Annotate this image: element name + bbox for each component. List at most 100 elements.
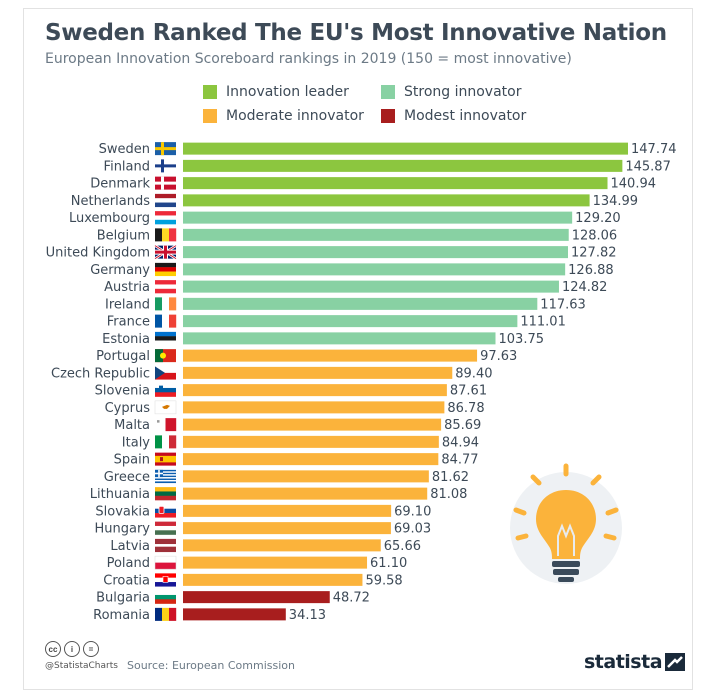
croatia-flag bbox=[155, 573, 176, 587]
category-label-netherlands: Netherlands bbox=[71, 194, 150, 209]
category-label-spain: Spain bbox=[114, 453, 150, 468]
category-label-croatia: Croatia bbox=[103, 573, 150, 588]
value-label-united-kingdom: 127.82 bbox=[571, 246, 617, 261]
legend-label: Innovation leader bbox=[226, 84, 349, 100]
value-label-latvia: 65.66 bbox=[384, 539, 421, 554]
malta-flag bbox=[155, 418, 177, 432]
bar-spain bbox=[183, 453, 439, 466]
germany-flag bbox=[155, 262, 176, 277]
bar-denmark bbox=[183, 177, 608, 190]
bar-sweden bbox=[183, 142, 628, 155]
value-label-romania: 34.13 bbox=[289, 608, 326, 623]
united-kingdom-flag bbox=[154, 244, 177, 260]
greece-flag bbox=[155, 469, 176, 484]
bar-italy bbox=[183, 435, 439, 448]
bar-latvia bbox=[183, 539, 381, 552]
bar-slovakia bbox=[183, 504, 392, 517]
poland-flag bbox=[154, 555, 177, 570]
category-label-slovakia: Slovakia bbox=[95, 504, 150, 519]
category-label-ireland: Ireland bbox=[105, 297, 150, 312]
hungary-flag bbox=[155, 521, 176, 535]
category-label-hungary: Hungary bbox=[94, 522, 150, 537]
legend-label: Moderate innovator bbox=[226, 108, 364, 124]
category-label-latvia: Latvia bbox=[110, 539, 150, 554]
bar-bulgaria bbox=[183, 591, 330, 604]
legend-item-modest-innovator: Modest innovator bbox=[381, 107, 526, 125]
category-label-lithuania: Lithuania bbox=[90, 487, 150, 502]
category-label-germany: Germany bbox=[90, 263, 150, 278]
value-label-croatia: 59.58 bbox=[365, 573, 402, 588]
legend-swatch bbox=[203, 109, 217, 123]
statista-handle: @StatistaCharts bbox=[45, 661, 118, 671]
category-label-belgium: Belgium bbox=[97, 228, 150, 243]
bar-germany bbox=[183, 263, 566, 276]
category-label-estonia: Estonia bbox=[102, 332, 150, 347]
bar-poland bbox=[183, 556, 368, 569]
spain-flag bbox=[155, 452, 176, 466]
category-label-sweden: Sweden bbox=[99, 142, 150, 157]
category-label-portugal: Portugal bbox=[96, 349, 150, 364]
bar-luxembourg bbox=[183, 211, 573, 224]
belgium-flag bbox=[155, 228, 177, 242]
value-label-denmark: 140.94 bbox=[611, 177, 657, 192]
lightbulb-icon bbox=[510, 463, 622, 584]
category-label-finland: Finland bbox=[104, 159, 150, 174]
value-label-lithuania: 81.08 bbox=[430, 487, 467, 502]
nd-icon: = bbox=[83, 641, 99, 657]
category-label-romania: Romania bbox=[93, 608, 150, 623]
cc-icon: cc bbox=[45, 641, 61, 657]
category-label-austria: Austria bbox=[104, 280, 150, 295]
bar-malta bbox=[183, 418, 442, 431]
value-label-belgium: 128.06 bbox=[572, 228, 618, 243]
legend-label: Modest innovator bbox=[404, 108, 527, 124]
bar-netherlands bbox=[183, 194, 590, 207]
category-label-italy: Italy bbox=[122, 435, 151, 450]
value-label-estonia: 103.75 bbox=[499, 332, 545, 347]
france-flag bbox=[155, 314, 177, 328]
category-label-czech-republic: Czech Republic bbox=[51, 366, 150, 381]
category-label-united-kingdom: United Kingdom bbox=[46, 246, 150, 261]
slovakia-flag bbox=[155, 504, 176, 518]
value-label-germany: 126.88 bbox=[568, 263, 614, 278]
ireland-flag bbox=[155, 297, 177, 311]
bulb-base-2 bbox=[553, 569, 579, 575]
chart-subtitle: European Innovation Scoreboard rankings … bbox=[45, 51, 572, 67]
austria-flag bbox=[155, 280, 176, 294]
bulb-filament bbox=[557, 523, 575, 556]
value-label-netherlands: 134.99 bbox=[593, 194, 639, 209]
value-label-italy: 84.94 bbox=[442, 435, 479, 450]
denmark-flag bbox=[155, 176, 176, 190]
sweden-flag bbox=[155, 142, 176, 156]
category-label-bulgaria: Bulgaria bbox=[96, 591, 150, 606]
value-label-luxembourg: 129.20 bbox=[575, 211, 621, 226]
bar-slovenia bbox=[183, 384, 447, 397]
value-label-cyprus: 86.78 bbox=[447, 401, 484, 416]
value-label-slovakia: 69.10 bbox=[394, 504, 431, 519]
bar-ireland bbox=[183, 297, 538, 310]
value-label-slovenia: 87.61 bbox=[450, 384, 487, 399]
luxembourg-flag bbox=[155, 211, 176, 225]
legend-swatch bbox=[203, 85, 217, 99]
bar-greece bbox=[183, 470, 429, 483]
bar-cyprus bbox=[183, 401, 445, 414]
category-label-poland: Poland bbox=[107, 556, 150, 571]
value-label-czech-republic: 89.40 bbox=[455, 366, 492, 381]
statista-logo[interactable]: statista bbox=[584, 651, 686, 673]
value-label-bulgaria: 48.72 bbox=[333, 591, 370, 606]
chart-title: Sweden Ranked The EU's Most Innovative N… bbox=[45, 20, 667, 46]
romania-flag bbox=[155, 607, 177, 621]
bar-estonia bbox=[183, 332, 496, 345]
bar-finland bbox=[183, 159, 623, 172]
cyprus-flag bbox=[154, 400, 177, 415]
bar-romania bbox=[183, 608, 286, 621]
license-icons: cc i = bbox=[45, 641, 99, 657]
value-label-poland: 61.10 bbox=[370, 556, 407, 571]
bar-czech-republic bbox=[183, 366, 453, 379]
legend-item-innovation-leader: Innovation leader bbox=[203, 83, 349, 101]
netherlands-flag bbox=[155, 193, 176, 208]
source-note: Source: European Commission bbox=[127, 659, 295, 672]
value-label-sweden: 147.74 bbox=[631, 142, 677, 157]
portugal-flag bbox=[155, 349, 176, 363]
slovenia-flag bbox=[155, 383, 176, 397]
value-label-portugal: 97.63 bbox=[480, 349, 517, 364]
